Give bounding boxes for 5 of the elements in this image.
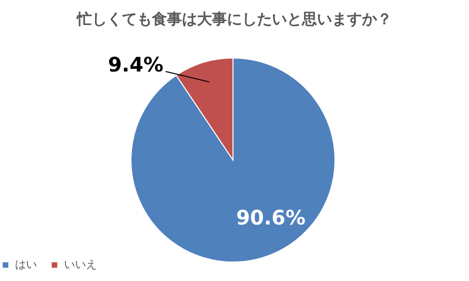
legend-label: いいえ <box>64 258 97 271</box>
data-label: 90.6% <box>236 206 306 230</box>
data-label: 9.4% <box>108 52 164 76</box>
legend-label: はい <box>15 258 37 271</box>
chart-title: 忙しくても食事は大事にしたいと思いますか？ <box>76 10 392 28</box>
